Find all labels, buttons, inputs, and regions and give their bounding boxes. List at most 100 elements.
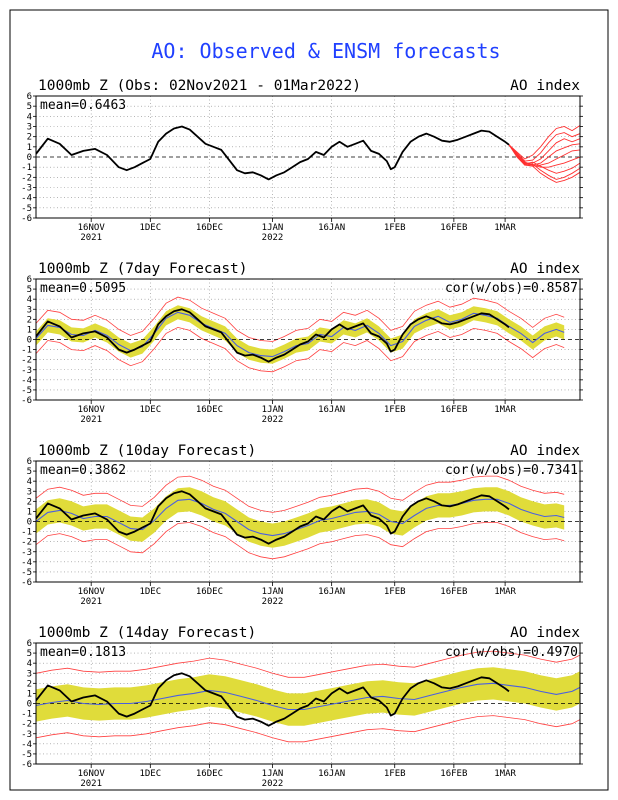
x-tick-label: 16FEB: [440, 769, 467, 779]
y-tick-label: -4: [21, 558, 32, 568]
x-tick-label: 16DEC: [196, 769, 223, 779]
panel-title: 1000mb Z (7day Forecast): [38, 261, 248, 277]
panel-title: 1000mb Z (14day Forecast): [38, 625, 256, 641]
x-tick-sublabel: 2021: [80, 779, 102, 789]
y-tick-label: 4: [27, 477, 32, 487]
x-tick-label: 16JAN: [318, 223, 345, 233]
x-tick-sublabel: 2022: [262, 597, 284, 607]
x-tick-label: 16NOV: [78, 587, 106, 597]
y-tick-label: -1: [21, 528, 32, 538]
y-tick-label: 0: [27, 518, 32, 528]
panel-correlation-stat: cor(w/obs)=0.8587: [445, 281, 578, 296]
x-tick-sublabel: 2021: [80, 597, 102, 607]
x-tick-label: 16DEC: [196, 223, 223, 233]
x-tick-label: 16FEB: [440, 587, 467, 597]
y-tick-label: 5: [27, 285, 32, 295]
ensemble-mean-line: [36, 682, 580, 711]
x-tick-label: 16DEC: [196, 405, 223, 415]
forecast-member-line: [508, 125, 580, 160]
panel-correlation-stat: cor(w/obs)=0.4970: [445, 645, 578, 660]
x-tick-sublabel: 2022: [262, 415, 284, 425]
observed-line: [36, 308, 510, 363]
x-tick-label: 16NOV: [78, 405, 106, 415]
x-tick-label: 1FEB: [384, 405, 406, 415]
x-tick-label: 16JAN: [318, 405, 345, 415]
y-tick-label: 6: [27, 457, 32, 467]
y-tick-label: -4: [21, 376, 32, 386]
forecast-member-line: [508, 132, 580, 162]
y-tick-label: 3: [27, 123, 32, 133]
y-tick-label: -6: [21, 760, 32, 770]
panel-mean-stat: mean=0.5095: [40, 281, 126, 296]
panel-title: 1000mb Z (10day Forecast): [38, 443, 256, 459]
panel-plot-area: [36, 96, 580, 218]
x-tick-label: 16NOV: [78, 769, 106, 779]
y-tick-label: 3: [27, 487, 32, 497]
y-tick-label: -6: [21, 396, 32, 406]
x-tick-label: 1MAR: [494, 223, 516, 233]
x-tick-sublabel: 2021: [80, 233, 102, 243]
y-tick-label: 6: [27, 275, 32, 285]
y-tick-label: 6: [27, 92, 32, 102]
y-tick-label: -1: [21, 163, 32, 173]
figure-title: AO: Observed & ENSM forecasts: [151, 39, 500, 63]
y-tick-label: -1: [21, 346, 32, 356]
y-tick-label: 0: [27, 153, 32, 163]
panel-right-label: AO index: [510, 261, 580, 277]
y-tick-label: 4: [27, 295, 32, 305]
x-tick-label: 1MAR: [494, 405, 516, 415]
y-tick-label: -3: [21, 730, 32, 740]
panel-correlation-stat: cor(w/obs)=0.7341: [445, 463, 578, 478]
observed-line: [36, 125, 510, 181]
forecast-member-line: [508, 144, 580, 180]
x-tick-label: 1MAR: [494, 587, 516, 597]
forecast-member-line: [508, 144, 580, 183]
y-tick-label: 2: [27, 133, 32, 143]
y-tick-label: -2: [21, 538, 32, 548]
ensemble-spread-band: [36, 487, 565, 548]
panel-plot-area: [36, 643, 580, 764]
y-tick-label: 0: [27, 700, 32, 710]
x-tick-label: 1DEC: [139, 223, 161, 233]
panel-right-label: AO index: [510, 78, 580, 94]
x-tick-sublabel: 2021: [80, 415, 102, 425]
x-tick-label: 16NOV: [78, 223, 106, 233]
x-tick-label: 16FEB: [440, 223, 467, 233]
panel-mean-stat: mean=0.1813: [40, 645, 126, 660]
y-tick-label: 0: [27, 336, 32, 346]
y-tick-label: -6: [21, 214, 32, 224]
y-tick-label: 1: [27, 507, 32, 517]
x-tick-label: 1FEB: [384, 769, 406, 779]
y-tick-label: 6: [27, 639, 32, 649]
observed-line: [36, 672, 510, 727]
y-tick-label: 4: [27, 659, 32, 669]
y-tick-label: 2: [27, 679, 32, 689]
y-tick-label: -3: [21, 184, 32, 194]
x-tick-label: 1JAN: [262, 405, 284, 415]
panel-mean-stat: mean=0.6463: [40, 98, 126, 113]
y-tick-label: -2: [21, 173, 32, 183]
y-tick-label: -3: [21, 548, 32, 558]
ensemble-min-line: [36, 522, 565, 560]
y-tick-label: 2: [27, 497, 32, 507]
ensemble-spread-band: [36, 305, 565, 364]
panel-mean-stat: mean=0.3862: [40, 463, 126, 478]
y-tick-label: -3: [21, 366, 32, 376]
y-tick-label: -5: [21, 386, 32, 396]
x-tick-label: 16JAN: [318, 769, 345, 779]
y-tick-label: 4: [27, 112, 32, 122]
y-tick-label: -6: [21, 578, 32, 588]
figure-border: [9, 9, 609, 791]
forecast-member-line: [508, 144, 580, 168]
y-tick-label: 5: [27, 649, 32, 659]
x-tick-label: 1JAN: [262, 223, 284, 233]
panel-plot-area: [36, 461, 580, 582]
x-tick-label: 16FEB: [440, 405, 467, 415]
y-tick-label: -2: [21, 356, 32, 366]
ensemble-spread-band: [36, 667, 580, 726]
x-tick-label: 16JAN: [318, 587, 345, 597]
y-tick-label: 1: [27, 325, 32, 335]
